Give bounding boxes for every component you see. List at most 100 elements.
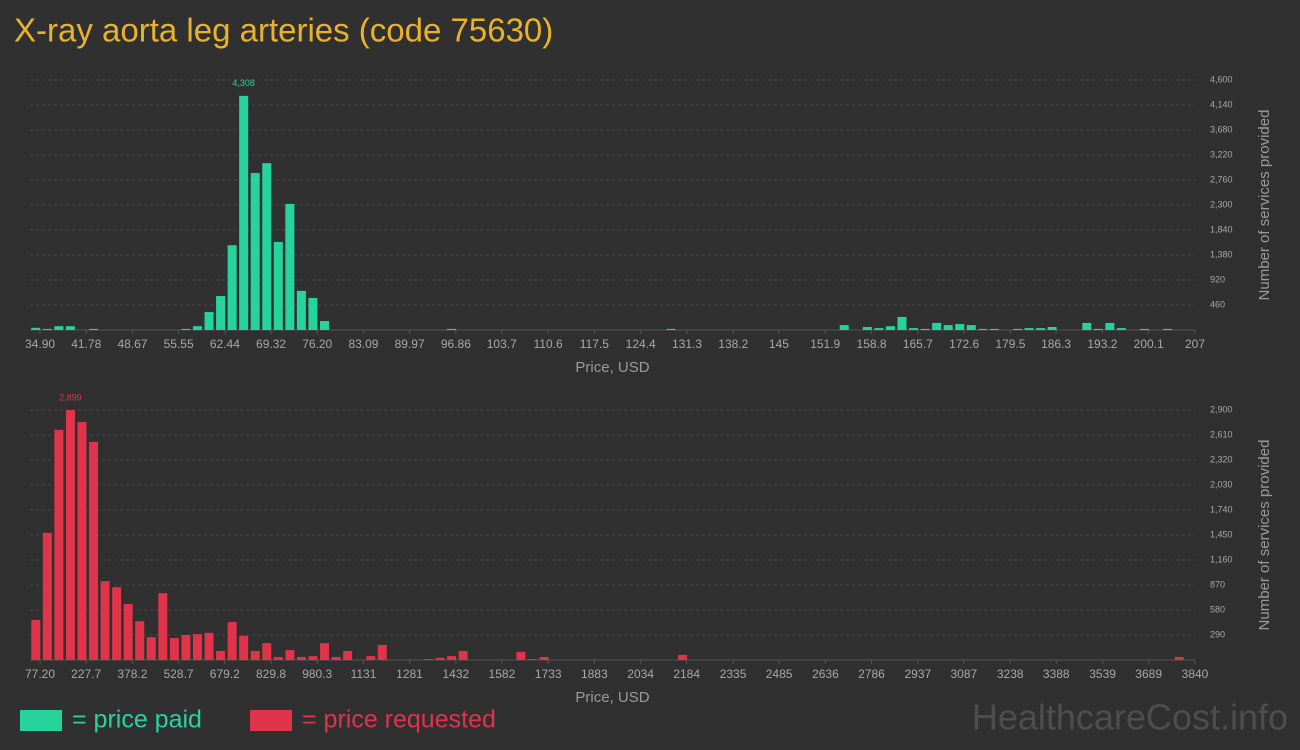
bar [320,643,330,660]
x-tick-label: 200.1 [1134,337,1164,351]
bar [955,324,965,330]
bar [77,422,87,660]
bar [250,172,260,330]
bar [678,654,688,660]
x-tick-label: 76.20 [302,337,332,351]
bar [65,326,75,330]
y-tick-label: 2,610 [1210,429,1233,439]
bar [920,328,930,330]
bar [54,326,64,330]
y-tick-label: 1,160 [1210,554,1233,564]
x-tick-label: 131.3 [672,337,702,351]
bar [296,290,306,330]
x-tick-label: 3388 [1043,667,1070,681]
bar [516,651,526,660]
x-axis-title: Price, USD [575,359,649,376]
bar [181,635,191,660]
bar [1163,328,1173,330]
x-tick-label: 679.2 [210,667,240,681]
x-tick-label: 1281 [396,667,423,681]
bar [978,328,988,330]
x-tick-label: 3840 [1182,667,1209,681]
x-tick-label: 829.8 [256,667,286,681]
x-tick-label: 41.78 [71,337,101,351]
x-tick-label: 378.2 [117,667,147,681]
bar [1105,322,1115,330]
bar [458,650,468,660]
bar [527,659,537,660]
data-label: 4,308 [232,78,255,88]
bar [239,635,249,660]
bar [285,203,295,330]
x-tick-label: 3689 [1135,667,1162,681]
bar [862,327,872,330]
x-tick-label: 1883 [581,667,608,681]
bar [192,326,202,330]
x-tick-label: 48.67 [117,337,147,351]
bar [216,650,226,660]
x-tick-label: 207 [1185,337,1205,351]
y-tick-label: 2,320 [1210,454,1233,464]
bar [169,638,179,660]
x-tick-label: 3087 [951,667,978,681]
bar [885,326,895,330]
bar [874,328,884,330]
bar [331,656,341,660]
bar [897,316,907,330]
x-tick-label: 528.7 [164,667,194,681]
x-tick-label: 2184 [673,667,700,681]
bar [343,650,353,660]
y-tick-label: 1,450 [1210,529,1233,539]
bar [285,650,295,660]
y-axis-title: Number of services provided [1256,440,1273,631]
bar [227,622,237,660]
x-tick-label: 110.6 [534,337,563,351]
bar [839,325,849,330]
y-tick-label: 920 [1210,274,1225,284]
bar [447,328,457,330]
legend-swatch [250,710,292,731]
y-tick-label: 1,740 [1210,504,1233,514]
x-tick-label: 34.90 [25,337,55,351]
bar [1036,328,1046,330]
bar [227,245,237,330]
legend-swatch [20,710,62,731]
x-tick-label: 55.55 [164,337,194,351]
x-tick-label: 62.44 [210,337,240,351]
bar [308,297,318,330]
bar [943,325,953,330]
bar [989,328,999,330]
bar [539,656,549,660]
x-tick-label: 2335 [720,667,747,681]
bar [204,632,214,660]
x-tick-label: 1432 [443,667,470,681]
y-tick-label: 460 [1210,299,1225,309]
page-title: X-ray aorta leg arteries (code 75630) [14,12,553,49]
bar [1082,322,1092,330]
bar [320,321,330,330]
legend-label: = price requested [302,706,496,734]
bar [192,634,202,660]
x-axis-title: Price, USD [575,689,649,706]
bar [1093,328,1103,330]
bar [250,650,260,660]
bar [216,296,226,330]
watermark: HealthcareCost.info [972,697,1288,738]
bar [932,322,942,330]
bar [181,328,191,330]
x-tick-label: 165.7 [903,337,933,351]
y-tick-label: 2,030 [1210,479,1233,489]
bar [262,643,272,660]
bar [666,328,676,330]
bar [1174,656,1184,660]
data-label: 2,899 [59,392,82,402]
bar [909,328,919,330]
bar [123,603,133,660]
bar [146,637,156,660]
x-tick-label: 117.5 [580,337,609,351]
bar [42,328,52,330]
bar [112,587,122,660]
bar [1012,328,1022,330]
bar [158,593,168,660]
x-tick-label: 77.20 [25,667,55,681]
